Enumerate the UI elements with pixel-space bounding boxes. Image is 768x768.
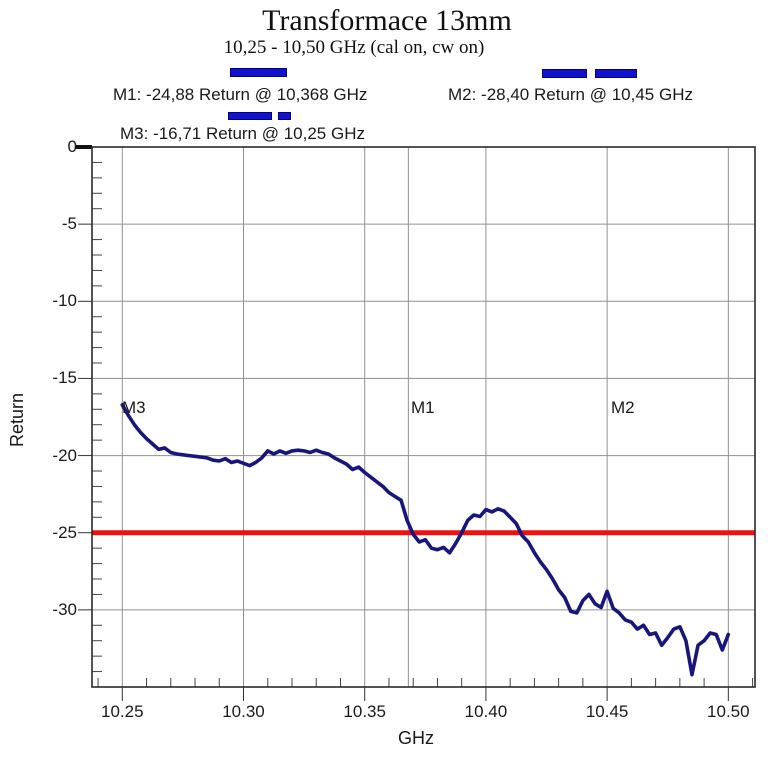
marker-m1-symbol-bar <box>230 68 287 77</box>
x-tick-label: 10.30 <box>222 702 265 721</box>
plot-marker-label-m1: M1 <box>411 398 435 417</box>
chart-title: Transformace 13mm <box>262 4 512 37</box>
y-tick-label: -5 <box>61 214 77 234</box>
plot-frame <box>91 146 756 688</box>
return-loss-trace <box>120 402 731 677</box>
plot-marker-label-m2: M2 <box>611 398 635 417</box>
marker-m3-symbol-bar <box>228 112 272 120</box>
marker-m3-readout: M3: -16,71 Return @ 10,25 GHz <box>120 124 365 143</box>
y-tick-label: -15 <box>52 368 77 388</box>
marker-m2-readout: M2: -28,40 Return @ 10,45 GHz <box>448 85 693 104</box>
marker-m2-symbol-bar-2 <box>595 69 637 78</box>
y-tick-label: 0 <box>67 137 77 156</box>
x-tick-label: 10.50 <box>707 702 750 721</box>
x-axis-title: GHz <box>398 728 434 748</box>
x-tick-label: 10.45 <box>585 702 629 721</box>
y-tick-label: -30 <box>52 599 77 619</box>
y-tick-label: -10 <box>52 291 77 311</box>
marker-m2-symbol-bar-1 <box>542 69 587 78</box>
x-tick-label: 10.35 <box>343 702 386 721</box>
marker-m3-symbol-square <box>278 112 291 120</box>
x-tick-label: 10.40 <box>464 702 508 721</box>
chart-subtitle: 10,25 - 10,50 GHz (cal on, cw on) <box>223 37 485 58</box>
marker-m1-readout: M1: -24,88 Return @ 10,368 GHz <box>113 85 368 104</box>
x-tick-label: 10.25 <box>101 702 144 721</box>
y-tick-label: -20 <box>52 445 77 465</box>
plot-marker-label-m3: M3 <box>122 398 146 417</box>
y-tick-label: -25 <box>52 522 77 542</box>
